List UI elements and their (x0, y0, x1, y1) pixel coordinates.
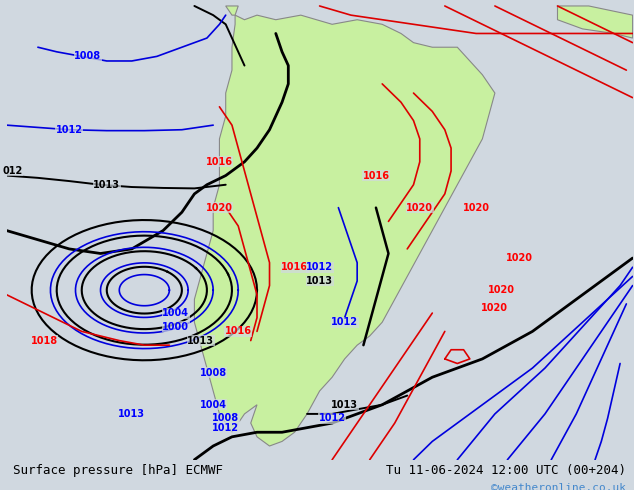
Text: 1012: 1012 (331, 317, 358, 327)
Text: 1018: 1018 (30, 336, 58, 345)
Text: 1020: 1020 (463, 203, 489, 213)
Text: Tu 11-06-2024 12:00 UTC (00+204): Tu 11-06-2024 12:00 UTC (00+204) (386, 465, 626, 477)
Polygon shape (226, 6, 238, 15)
Text: 1008: 1008 (74, 51, 101, 61)
Text: ©weatheronline.co.uk: ©weatheronline.co.uk (491, 483, 626, 490)
Text: 1008: 1008 (200, 368, 227, 378)
Text: 1013: 1013 (331, 400, 358, 410)
Polygon shape (557, 6, 633, 38)
Text: 1013: 1013 (187, 336, 214, 345)
Text: 1016: 1016 (206, 157, 233, 167)
Text: 1013: 1013 (306, 276, 333, 286)
Text: 1020: 1020 (406, 203, 433, 213)
Text: 1012: 1012 (56, 125, 82, 135)
Text: 1016: 1016 (363, 171, 389, 180)
Text: 1016: 1016 (224, 326, 252, 337)
Text: Surface pressure [hPa] ECMWF: Surface pressure [hPa] ECMWF (13, 465, 223, 477)
Text: 1012: 1012 (212, 423, 239, 433)
Text: 1016: 1016 (281, 262, 308, 272)
Text: 1008: 1008 (212, 414, 239, 423)
Text: 1020: 1020 (481, 303, 508, 314)
Text: 1000: 1000 (162, 322, 189, 332)
Text: 012: 012 (3, 166, 23, 176)
Text: 1004: 1004 (162, 308, 189, 318)
Text: 1020: 1020 (507, 253, 533, 263)
Text: 1013: 1013 (119, 409, 145, 419)
Text: 1020: 1020 (488, 285, 515, 295)
Text: 1004: 1004 (200, 400, 227, 410)
Text: 1013: 1013 (93, 180, 120, 190)
Text: 1012: 1012 (319, 414, 346, 423)
Text: 1012: 1012 (306, 262, 333, 272)
Polygon shape (195, 15, 495, 446)
Text: 1020: 1020 (206, 203, 233, 213)
